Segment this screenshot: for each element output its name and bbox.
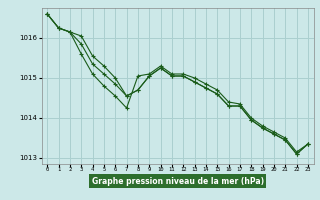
- X-axis label: Graphe pression niveau de la mer (hPa): Graphe pression niveau de la mer (hPa): [92, 177, 264, 186]
